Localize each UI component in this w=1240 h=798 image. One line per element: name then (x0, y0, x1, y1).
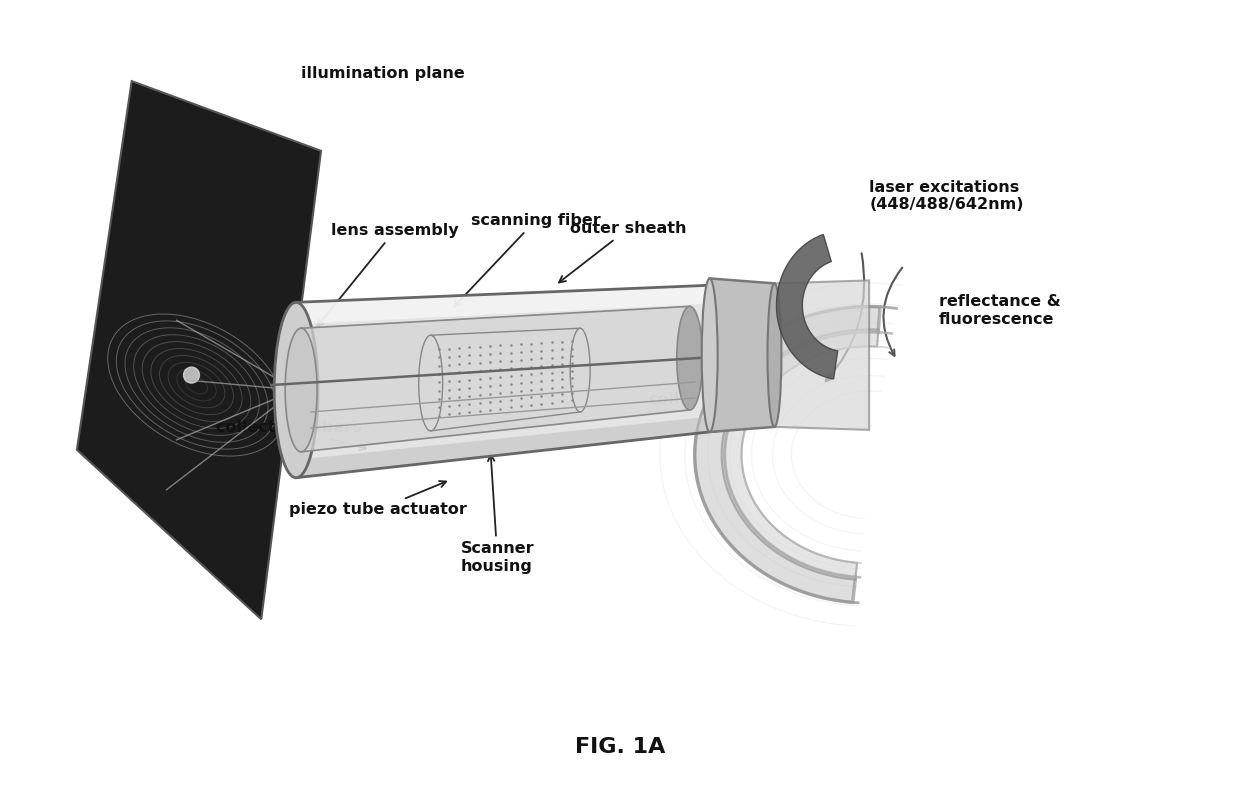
Ellipse shape (274, 302, 317, 478)
Polygon shape (77, 81, 321, 619)
Polygon shape (296, 283, 754, 478)
Polygon shape (709, 279, 775, 432)
Polygon shape (430, 328, 580, 431)
Polygon shape (775, 280, 869, 430)
Polygon shape (776, 235, 838, 379)
Polygon shape (296, 283, 754, 324)
Text: Scanner
housing: Scanner housing (460, 455, 534, 574)
Ellipse shape (737, 283, 773, 427)
Text: FIG. 1A: FIG. 1A (575, 737, 665, 757)
Circle shape (184, 367, 200, 383)
Text: laser excitations
(448/488/642nm): laser excitations (448/488/642nm) (869, 180, 1024, 212)
Text: collection fibers: collection fibers (217, 421, 366, 450)
Ellipse shape (285, 328, 317, 452)
Text: outer sheath: outer sheath (559, 221, 687, 282)
Text: collar: collar (649, 358, 730, 408)
Text: reflectance &
fluorescence: reflectance & fluorescence (939, 294, 1060, 326)
Ellipse shape (768, 283, 781, 427)
Text: illumination plane: illumination plane (301, 65, 465, 81)
Text: scanning fiber: scanning fiber (454, 213, 600, 306)
Polygon shape (296, 412, 754, 478)
Polygon shape (722, 330, 878, 579)
Text: piezo tube actuator: piezo tube actuator (289, 481, 467, 517)
Polygon shape (301, 306, 689, 452)
Ellipse shape (702, 279, 718, 432)
Ellipse shape (677, 306, 703, 410)
Polygon shape (694, 306, 880, 602)
Text: lens assembly: lens assembly (317, 223, 459, 326)
